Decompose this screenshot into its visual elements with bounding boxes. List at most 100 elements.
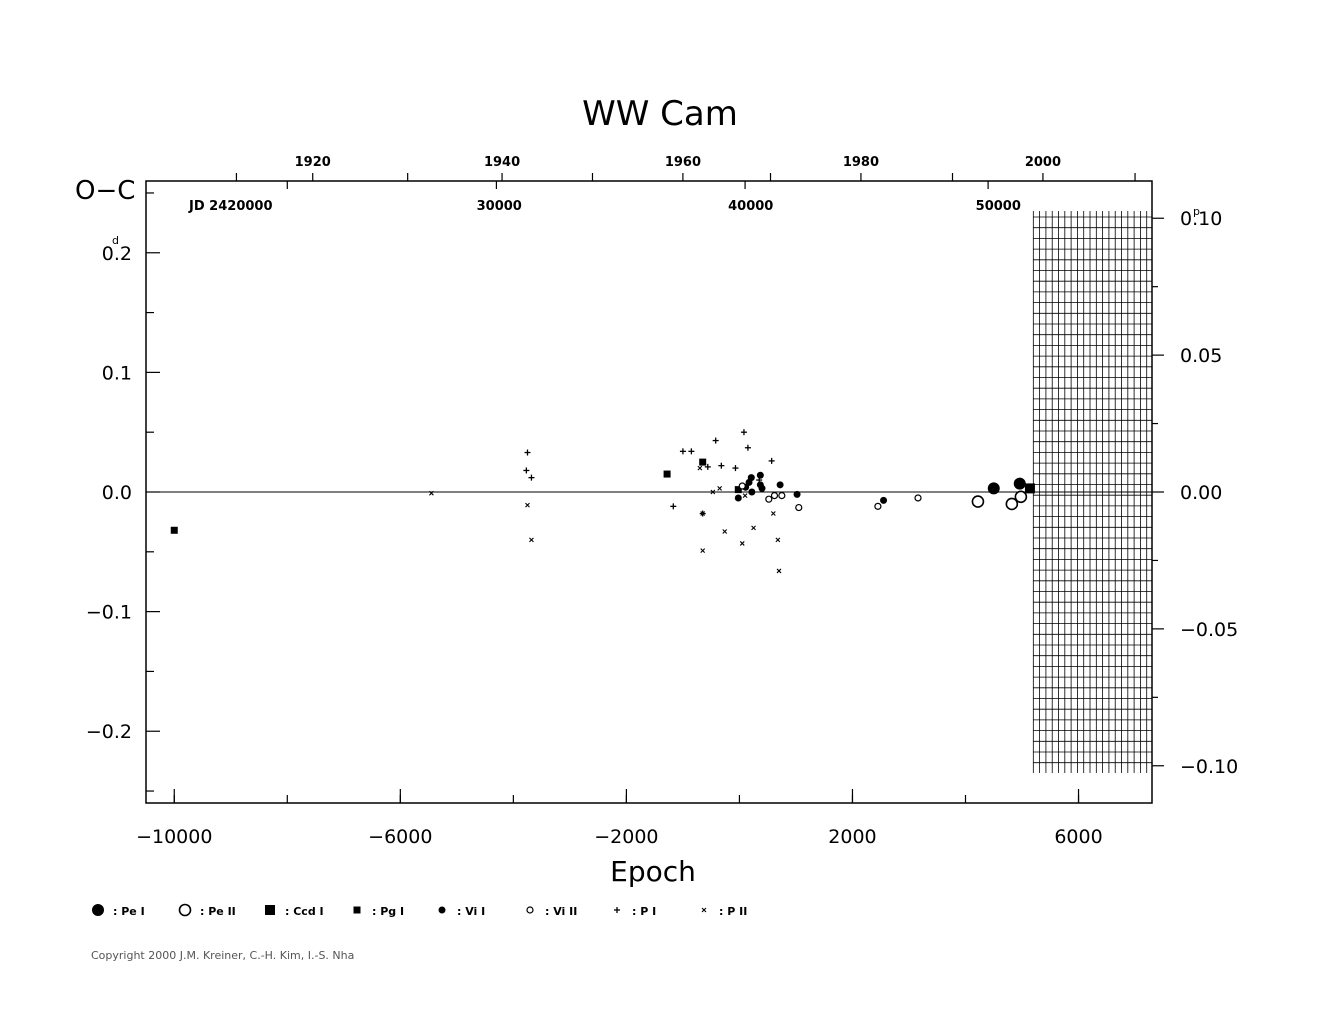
x-tick-label: −2000 (594, 826, 658, 848)
legend-symbol (438, 906, 446, 914)
legend-symbol (92, 904, 104, 916)
top-jd-label: 30000 (477, 199, 522, 214)
data-point-vis-ii (795, 503, 803, 512)
legend-item: : Ccd I (265, 905, 324, 918)
data-point-p-i (524, 449, 531, 456)
x-tick-label: −6000 (368, 826, 432, 848)
y2-tick-label: 0.10 (1180, 208, 1222, 230)
data-point-vis-ii (765, 495, 773, 503)
legend-item: : Pg I (353, 905, 404, 918)
data-point-p-ii-b (776, 568, 782, 574)
y-tick-label: −0.2 (86, 721, 132, 743)
data-point-p-ii (742, 493, 748, 498)
top-year-label: 1920 (295, 155, 331, 170)
data-point-vis-ii (770, 491, 779, 500)
hatched-region (1032, 211, 1152, 773)
axes-layer: −10000 −6000 −2000 2000 6000 0.2 0.1 0.0 −0.1 −0.… (86, 155, 1238, 848)
legend: : Pe I: Pe II: Ccd I: Pg I: Vi I: Vi II:… (92, 903, 747, 918)
data-point-pe-ii (1005, 497, 1019, 511)
data-point-p-ii-b (525, 502, 530, 508)
data-point-pe-i (987, 482, 1000, 495)
data-point-pg-i (734, 486, 742, 494)
y-axis-label: O−C (75, 176, 135, 206)
legend-label: : Ccd I (285, 905, 324, 918)
top-jd-label: 50000 (976, 199, 1021, 214)
data-point-p-ii (710, 489, 716, 495)
y-tick-label: 0.0 (102, 482, 132, 504)
x-tick-label: −10000 (136, 826, 212, 848)
legend-item: : P II (701, 905, 747, 918)
legend-label: : P II (719, 905, 747, 918)
data-point-p-ii-b (710, 489, 716, 495)
data-point-p-i (528, 474, 535, 481)
data-point-p-ii-b (742, 493, 748, 498)
data-point-p-ii (751, 525, 756, 531)
data-point-p-ii (739, 541, 745, 546)
data-point-p-ii-b (429, 490, 434, 496)
y-unit-right: p (1193, 205, 1200, 218)
data-point-vis-i (734, 494, 742, 502)
data-point-p-i (523, 467, 530, 474)
data-point-p-ii (700, 548, 706, 554)
data-point-p-i (688, 448, 695, 455)
y2-tick-label: 0.00 (1180, 482, 1222, 504)
data-point-p-ii-b (717, 486, 723, 491)
legend-symbol (614, 907, 620, 913)
data-point-ccd-i (1024, 483, 1035, 494)
legend-label: : Vi II (545, 905, 577, 918)
legend-label: : Pg I (372, 905, 404, 918)
top-jd-label: 40000 (728, 199, 773, 214)
x-tick-label: 2000 (828, 826, 876, 848)
x-axis-label: Epoch (610, 855, 696, 888)
data-point-vis-ii (914, 494, 922, 502)
data-point-p-ii (429, 490, 434, 496)
legend-symbol (526, 906, 534, 914)
y-unit-left: d (112, 234, 119, 247)
data-point-p-ii (525, 502, 530, 508)
data-point-p-ii-b (775, 537, 781, 543)
data-point-vis-i (747, 474, 755, 482)
data-point-vis-i (758, 484, 766, 492)
legend-item: : P I (614, 905, 656, 918)
data-point-p-i (732, 465, 739, 472)
legend-symbol (265, 905, 275, 915)
data-point-vis-i (776, 481, 784, 489)
data-point-pg-i (699, 458, 707, 466)
x-tick-label: 6000 (1054, 826, 1102, 848)
data-point-pg-i (663, 470, 671, 478)
data-point-p-ii (775, 537, 781, 543)
data-point-p-ii (697, 465, 703, 471)
data-point-pg-i (170, 526, 178, 534)
data-point-p-ii-b (770, 511, 776, 516)
y2-tick-label: −0.05 (1180, 619, 1238, 641)
y-tick-label: 0.2 (102, 243, 132, 265)
data-point-p-i (704, 463, 711, 470)
legend-symbol (701, 907, 707, 913)
legend-item: : Vi II (526, 905, 577, 918)
data-point-vis-ii (738, 482, 746, 490)
data-point-p-i (740, 429, 747, 436)
data-point-p-ii (717, 486, 723, 491)
top-year-label: 1980 (843, 155, 879, 170)
data-point-p-ii-b (529, 537, 534, 543)
data-point-p-i (712, 437, 719, 444)
data-point-pe-ii (1014, 490, 1028, 504)
copyright-notice: Copyright 2000 J.M. Kreiner, C.-H. Kim, … (91, 949, 355, 962)
top-year-label: 1940 (484, 155, 520, 170)
legend-symbol (178, 903, 192, 917)
data-point-p-i (756, 477, 763, 484)
data-point-p-ii (770, 511, 776, 516)
data-point-p-ii (722, 529, 728, 534)
data-point-pe-ii (971, 495, 985, 508)
data-point-vis-i (756, 471, 764, 479)
data-point-vis-i (748, 488, 756, 496)
data-point-vis-ii (778, 491, 786, 500)
data-point-p-ii-b (700, 548, 706, 554)
data-point-p-ii (776, 568, 782, 574)
top-jd-label: JD 2420000 (188, 199, 272, 214)
legend-item: : Pe II (178, 903, 236, 918)
data-point-vis-i (793, 490, 801, 498)
y2-tick-label: 0.05 (1180, 345, 1222, 367)
legend-symbol-b (701, 907, 707, 913)
